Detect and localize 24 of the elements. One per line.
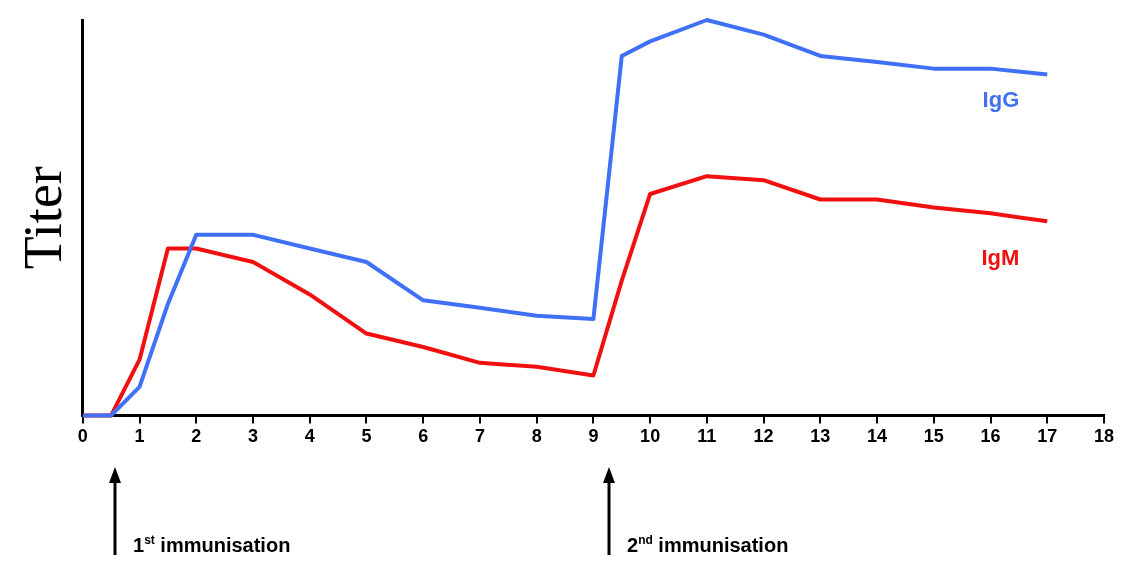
series-label: IgG <box>982 86 1020 112</box>
x-tick-label: 9 <box>588 426 599 447</box>
text: 1$^{st}$ immunisation <box>133 533 291 557</box>
x-tick-label: 16 <box>980 426 1001 447</box>
y-axis-title: Titer <box>12 166 73 270</box>
x-tick-label: 17 <box>1037 426 1058 447</box>
x-tick-label: 3 <box>247 426 259 447</box>
x-tick-label: 14 <box>867 426 888 447</box>
x-tick-label: 18 <box>1093 426 1115 447</box>
x-tick-label: 7 <box>474 426 485 447</box>
x-tick-label: 2 <box>191 426 202 447</box>
x-tick-label: 8 <box>531 426 542 447</box>
x-tick-label: 0 <box>77 426 88 447</box>
x-tick-label: 12 <box>753 426 774 447</box>
x-tick-label: 5 <box>361 426 372 447</box>
x-tick-label: 4 <box>304 426 315 447</box>
x-tick-label: 13 <box>810 426 831 447</box>
x-tick-label: 11 <box>697 426 717 447</box>
series-label: IgM <box>981 245 1020 271</box>
x-tick-label: 1 <box>134 426 145 447</box>
text: 2$^{nd}$ immunisation <box>627 533 789 557</box>
x-tick-label: 6 <box>418 426 429 447</box>
x-tick-label: 10 <box>640 426 661 447</box>
x-tick-label: 15 <box>923 426 944 447</box>
